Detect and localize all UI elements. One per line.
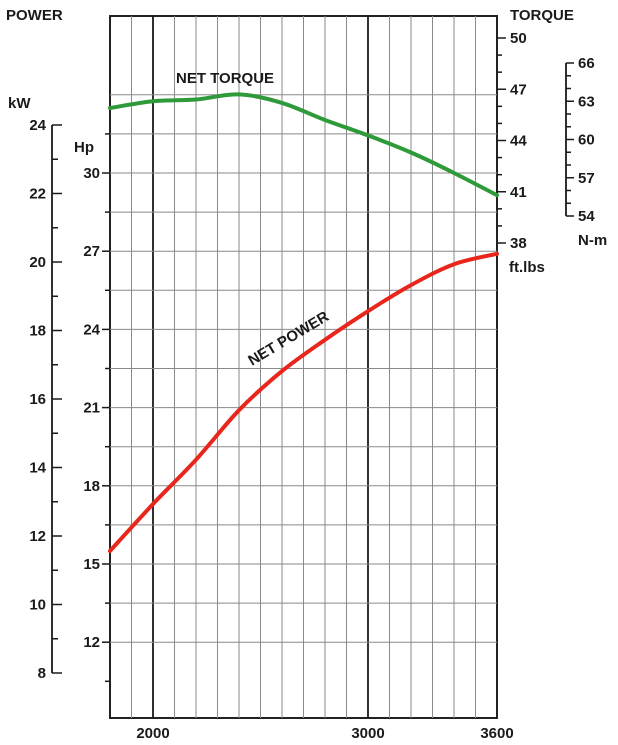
torque-axis-title: TORQUE bbox=[510, 7, 574, 24]
kw-unit-label: kW bbox=[8, 95, 31, 112]
nm-tick-label: 63 bbox=[578, 93, 595, 110]
net-power-line bbox=[108, 251, 499, 553]
hp-unit-label: Hp bbox=[74, 139, 94, 156]
kw-tick-label: 8 bbox=[38, 665, 46, 682]
kw-tick-label: 18 bbox=[29, 323, 46, 340]
axes: 8 10 12 14 16 18 20 22 24 12 15 18 21 24 27 30 38 41 44 47 5… bbox=[29, 30, 595, 742]
kw-tick-label: 22 bbox=[29, 186, 46, 203]
ftlbs-unit-label: ft.lbs bbox=[509, 259, 545, 276]
ftlbs-tick-label: 47 bbox=[510, 81, 527, 98]
hp-tick-label: 24 bbox=[83, 321, 100, 338]
kw-tick-label: 12 bbox=[29, 528, 46, 545]
hp-tick-label: 18 bbox=[83, 478, 100, 495]
nm-tick-label: 54 bbox=[578, 208, 595, 225]
plot-grid bbox=[109, 15, 498, 719]
ftlbs-tick-label: 38 bbox=[510, 235, 527, 252]
ftlbs-tick-label: 44 bbox=[510, 133, 527, 150]
hp-tick-label: 15 bbox=[83, 556, 100, 573]
hp-tick-label: 27 bbox=[83, 243, 100, 260]
kw-tick-label: 10 bbox=[29, 597, 46, 614]
nm-tick-label: 60 bbox=[578, 132, 595, 149]
hp-tick-label: 21 bbox=[83, 400, 100, 417]
nm-tick-label: 57 bbox=[578, 170, 595, 187]
net-torque-label: NET TORQUE bbox=[176, 70, 274, 87]
nm-unit-label: N-m bbox=[578, 232, 607, 249]
hp-tick-label: 12 bbox=[83, 634, 100, 651]
net-torque-line bbox=[108, 92, 499, 198]
series-lines bbox=[108, 92, 499, 553]
kw-tick-label: 14 bbox=[29, 460, 46, 477]
kw-tick-label: 16 bbox=[29, 391, 46, 408]
nm-tick-label: 66 bbox=[578, 55, 595, 72]
kw-tick-label: 24 bbox=[29, 117, 46, 134]
hp-tick-label: 30 bbox=[83, 165, 100, 182]
kw-tick-label: 20 bbox=[29, 254, 46, 271]
x-tick-label: 2000 bbox=[136, 725, 169, 742]
ftlbs-tick-label: 41 bbox=[510, 184, 527, 201]
x-tick-label: 3600 bbox=[480, 725, 513, 742]
ftlbs-tick-label: 50 bbox=[510, 30, 527, 47]
power-axis-title: POWER bbox=[6, 7, 63, 24]
x-tick-label: 3000 bbox=[351, 725, 384, 742]
